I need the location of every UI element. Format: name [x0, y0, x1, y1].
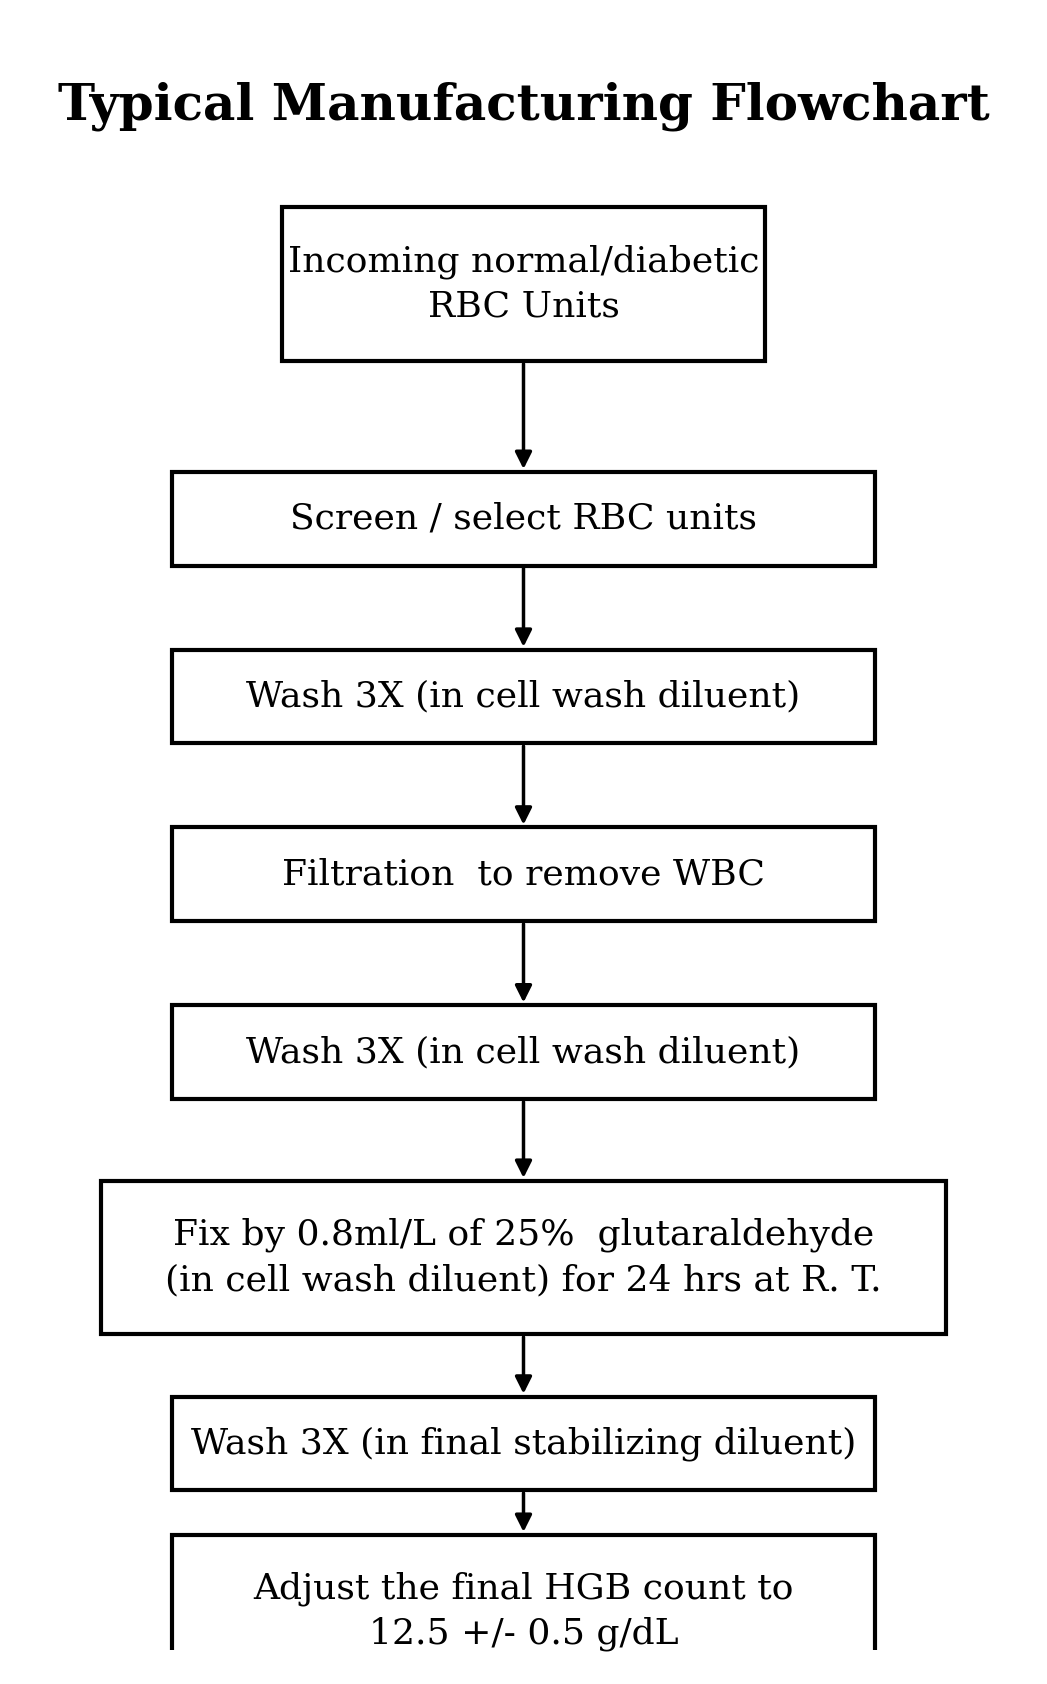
FancyBboxPatch shape [172, 650, 875, 743]
Text: Adjust the final HGB count to
12.5 +/- 0.5 g/dL: Adjust the final HGB count to 12.5 +/- 0… [253, 1571, 794, 1652]
Text: Wash 3X (in final stabilizing diluent): Wash 3X (in final stabilizing diluent) [191, 1426, 856, 1460]
FancyBboxPatch shape [172, 1005, 875, 1100]
FancyBboxPatch shape [172, 472, 875, 566]
FancyBboxPatch shape [172, 1534, 875, 1684]
FancyBboxPatch shape [172, 1396, 875, 1490]
Text: Incoming normal/diabetic
RBC Units: Incoming normal/diabetic RBC Units [288, 244, 759, 323]
Text: Wash 3X (in cell wash diluent): Wash 3X (in cell wash diluent) [246, 1036, 801, 1069]
Text: Typical Manufacturing Flowchart: Typical Manufacturing Flowchart [58, 83, 989, 131]
FancyBboxPatch shape [102, 1180, 945, 1334]
Text: Screen / select RBC units: Screen / select RBC units [290, 502, 757, 536]
Text: Fix by 0.8ml/L of 25%  glutaraldehyde
(in cell wash diluent) for 24 hrs at R. T.: Fix by 0.8ml/L of 25% glutaraldehyde (in… [165, 1218, 882, 1297]
FancyBboxPatch shape [283, 207, 764, 360]
Text: Wash 3X (in cell wash diluent): Wash 3X (in cell wash diluent) [246, 680, 801, 714]
Text: Filtration  to remove WBC: Filtration to remove WBC [282, 857, 765, 891]
FancyBboxPatch shape [172, 827, 875, 921]
